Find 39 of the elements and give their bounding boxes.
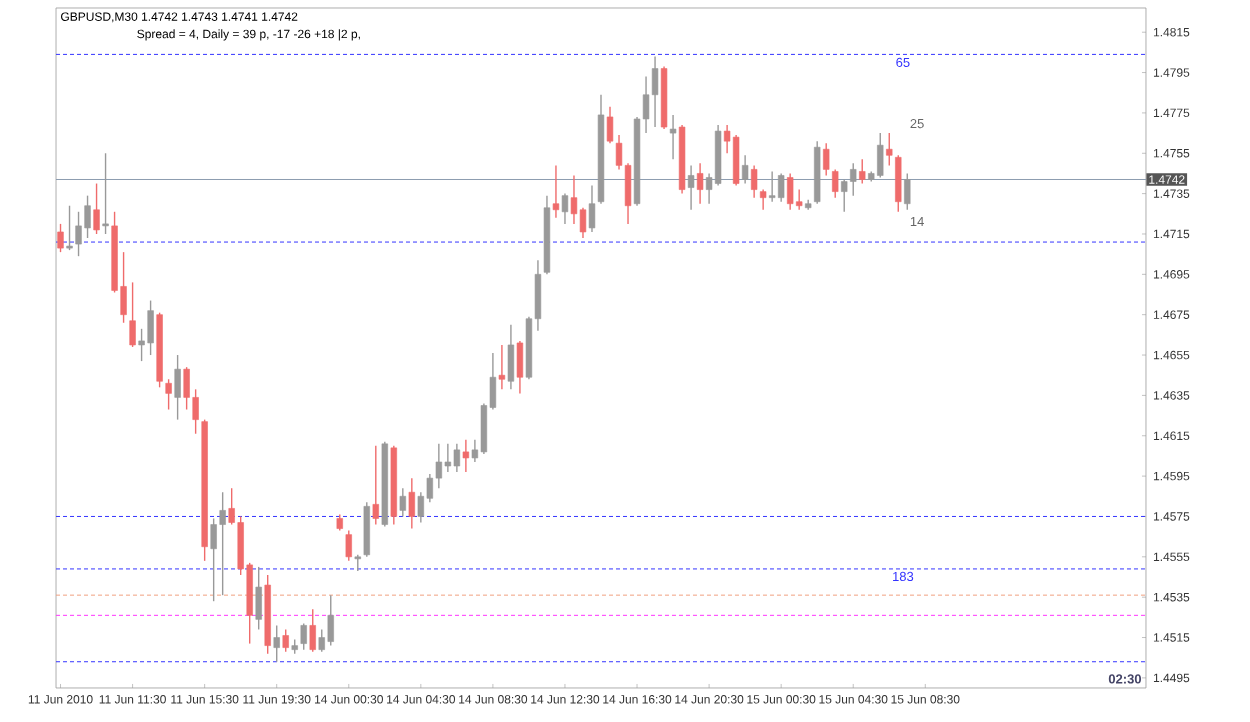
candlestick (273, 624, 280, 663)
candlestick (750, 164, 758, 199)
candlestick (309, 608, 316, 653)
candlestick (102, 152, 109, 235)
candlestick (300, 622, 307, 651)
candlestick (651, 55, 659, 128)
candlestick (282, 628, 289, 653)
candlestick (399, 487, 407, 518)
candlestick (669, 114, 677, 161)
candlestick (588, 184, 596, 233)
candlestick (129, 281, 136, 348)
candlestick (93, 182, 100, 235)
candlestick (561, 192, 569, 225)
candlestick (687, 164, 695, 211)
candlestick (255, 566, 262, 631)
candlestick (174, 354, 181, 421)
candlestick (859, 158, 866, 185)
candlestick (345, 529, 352, 562)
candlestick (832, 168, 839, 199)
candlestick (507, 324, 515, 391)
candlestick (886, 132, 893, 167)
candlestick (696, 162, 704, 205)
candlestick (732, 134, 740, 187)
candlestick (66, 205, 73, 251)
candlestick (516, 340, 524, 395)
candlestick (895, 154, 902, 213)
candlestick (165, 378, 172, 411)
candlestick (372, 445, 379, 526)
candlestick (498, 344, 506, 391)
candlestick (606, 106, 614, 144)
candlestick (777, 172, 785, 203)
candlestick (408, 477, 416, 530)
candlestick (552, 164, 560, 219)
candlestick (57, 223, 64, 253)
candlestick (904, 172, 911, 211)
candlestick (759, 188, 767, 211)
candlestick (741, 154, 749, 185)
candlestick (462, 439, 470, 473)
candlestick (823, 142, 830, 177)
